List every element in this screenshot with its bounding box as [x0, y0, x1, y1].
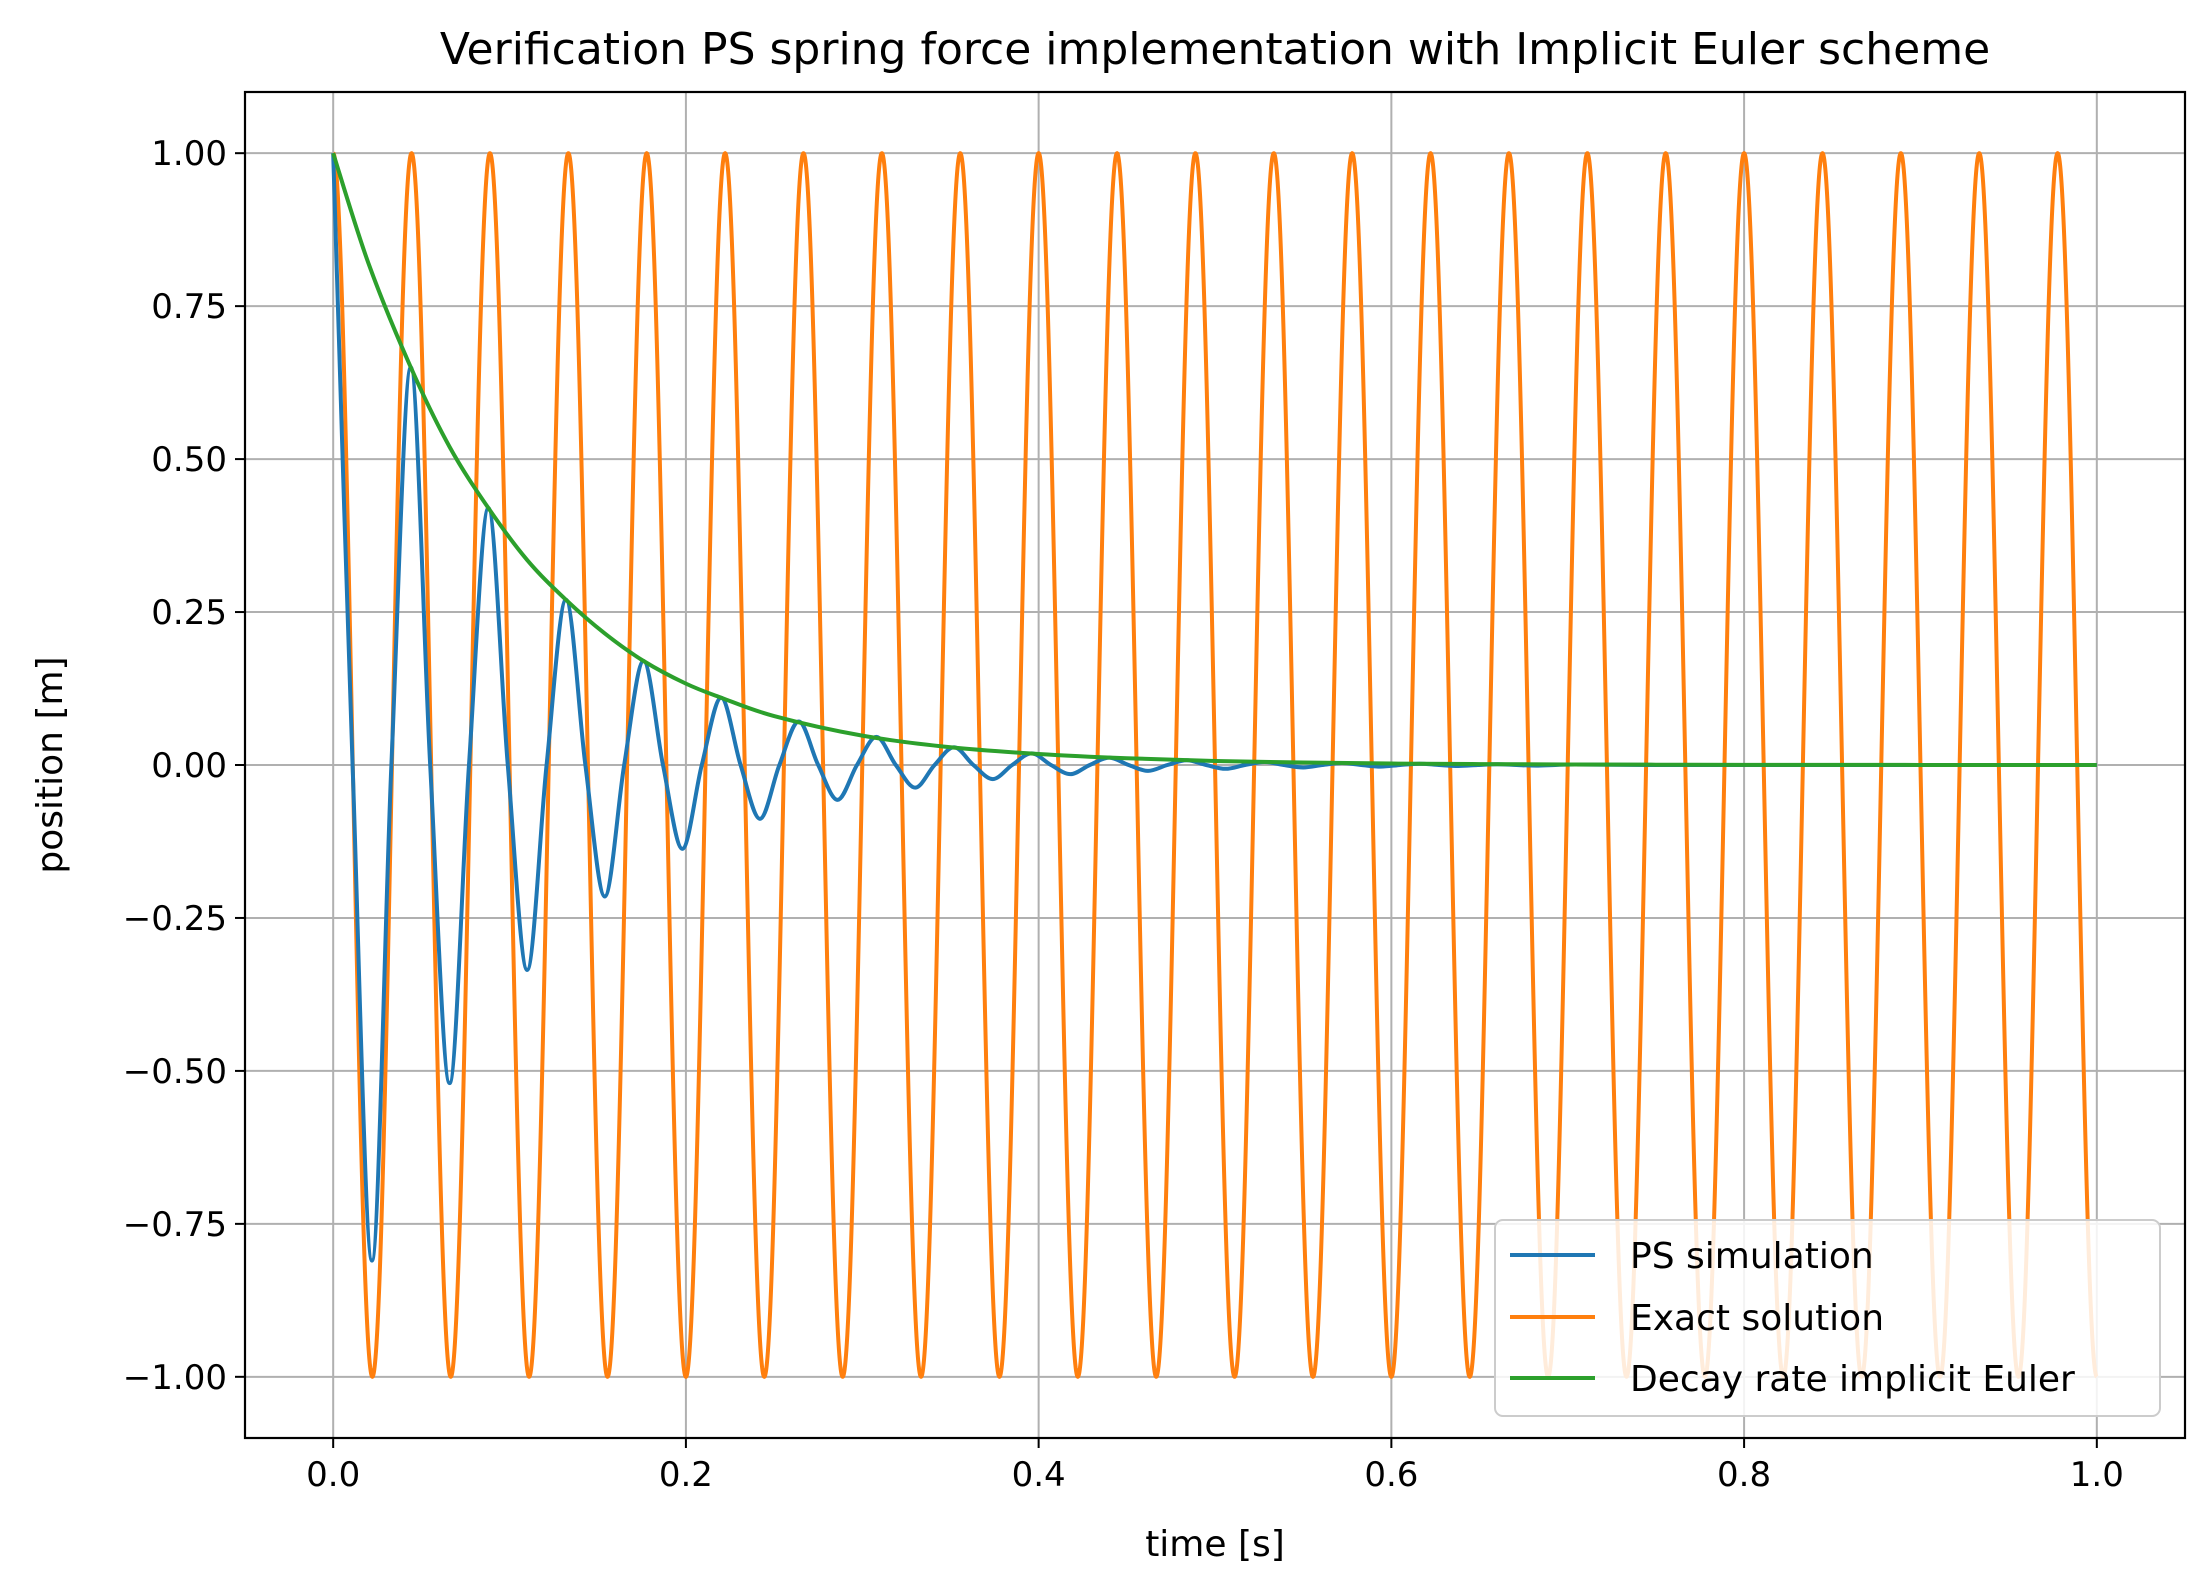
x-axis-ticks: 0.0 0.2 0.4 0.6 0.8 1.0: [306, 1438, 2124, 1495]
y-tick-label: 0.25: [151, 593, 227, 633]
x-tick-label: 0.4: [1012, 1455, 1066, 1495]
legend-box: [1494, 1219, 2161, 1417]
x-tick-label: 1.0: [2070, 1455, 2124, 1495]
y-tick-label: 0.50: [151, 440, 227, 480]
x-tick-label: 0.0: [306, 1455, 360, 1495]
y-tick-label: 0.00: [151, 746, 227, 786]
y-tick-label: −0.50: [123, 1052, 227, 1092]
series-decay-rate: [331, 152, 2097, 768]
legend-label-exact-solution: Exact solution: [1630, 1298, 1884, 1339]
legend-label-ps-simulation: PS simulation: [1630, 1236, 1874, 1277]
y-tick-label: −0.75: [123, 1205, 227, 1245]
x-axis-label: time [s]: [1145, 1524, 1285, 1565]
x-tick-label: 0.8: [1717, 1455, 1771, 1495]
y-axis-ticks: −1.00 −0.75 −0.50 −0.25 0.00 0.25 0.50 0.75 1.00: [123, 134, 245, 1398]
y-axis-label: position [m]: [30, 656, 71, 873]
x-tick-label: 0.6: [1364, 1455, 1418, 1495]
y-tick-label: 1.00: [151, 134, 227, 174]
legend-label-decay-rate: Decay rate implicit Euler: [1630, 1359, 2075, 1400]
chart-title: Verification PS spring force implementat…: [440, 24, 1990, 75]
y-tick-label: −1.00: [123, 1358, 227, 1398]
y-tick-label: −0.25: [123, 899, 227, 939]
x-tick-label: 0.2: [659, 1455, 713, 1495]
legend: PS simulation Exact solution Decay rate …: [1494, 1219, 2161, 1417]
y-tick-label: 0.75: [151, 287, 227, 327]
series-layer: [331, 151, 2099, 1379]
